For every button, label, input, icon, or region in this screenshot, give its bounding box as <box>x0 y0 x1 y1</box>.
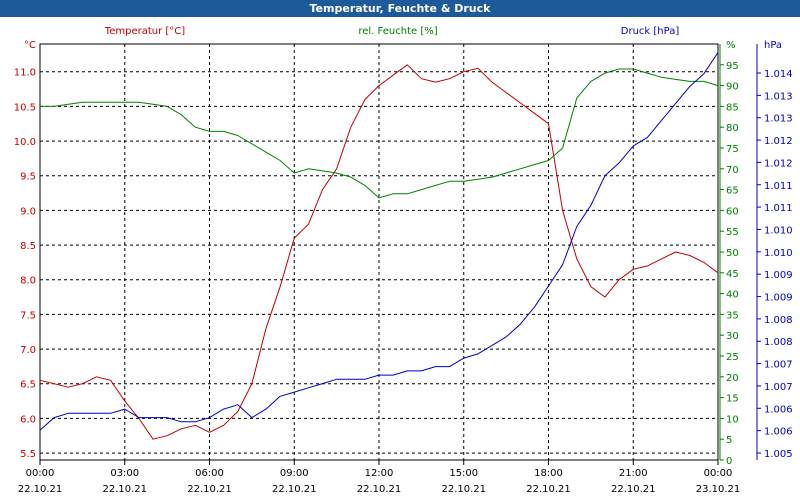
x-tick-time-label: 06:00 <box>195 468 224 479</box>
humidity-tick-label: 15 <box>726 394 739 405</box>
humidity-tick-label: 35 <box>726 310 739 321</box>
grid <box>40 44 718 460</box>
humidity-tick-label: 55 <box>726 227 739 238</box>
x-tick-time-label: 09:00 <box>280 468 309 479</box>
pressure-tick-label: 1.008 <box>764 315 793 326</box>
pressure-tick-label: 1.007 <box>764 382 793 393</box>
pressure-tick-label: 1.012 <box>764 136 793 147</box>
humidity-tick-label: 70 <box>726 165 739 176</box>
x-tick-date-label: 22.10.21 <box>102 484 147 495</box>
temperature-series-line <box>39 64 719 440</box>
temperature-tick-label: 9.5 <box>20 172 36 183</box>
humidity-tick-label: 45 <box>726 269 739 280</box>
pressure-tick-label: 1.014 <box>764 69 793 80</box>
x-tick-time-label: 03:00 <box>110 468 139 479</box>
x-tick-date-label: 23.10.21 <box>696 484 741 495</box>
temperature-tick-label: 6.5 <box>20 380 36 391</box>
humidity-tick-label: 65 <box>726 186 739 197</box>
axes: 00:00 22.10.21 03:00 22.10.21 06:00 22.10.21 0… <box>14 26 793 495</box>
humidity-tick-label: 95 <box>726 61 739 72</box>
temperature-unit-label: °C <box>24 40 36 51</box>
x-tick-date-label: 22.10.21 <box>187 484 232 495</box>
pressure-tick-label: 1.006 <box>764 404 793 415</box>
pressure-series-line <box>39 52 719 431</box>
pressure-tick-label: 1.005 <box>764 449 793 460</box>
pressure-tick-label: 1.013 <box>764 114 793 125</box>
humidity-series-label: rel. Feuchte [%] <box>358 26 437 37</box>
pressure-tick-label: 1.008 <box>764 337 793 348</box>
humidity-tick-label: 30 <box>726 331 739 342</box>
x-tick-date-label: 22.10.21 <box>526 484 571 495</box>
humidity-tick-label: 10 <box>726 414 739 425</box>
humidity-tick-label: 25 <box>726 352 739 363</box>
temperature-tick-label: 10.5 <box>14 102 36 113</box>
x-tick-date-label: 22.10.21 <box>272 484 317 495</box>
chart-title: Temperatur, Feuchte & Druck <box>0 0 800 17</box>
x-tick-time-label: 00:00 <box>704 468 733 479</box>
pressure-unit-label: hPa <box>764 40 782 51</box>
temperature-series-label: Temperatur [°C] <box>104 26 185 37</box>
humidity-tick-label: 80 <box>726 123 739 134</box>
pressure-tick-label: 1.009 <box>764 270 793 281</box>
x-tick-date-label: 22.10.21 <box>357 484 402 495</box>
temperature-tick-label: 11.0 <box>14 68 36 79</box>
pressure-tick-label: 1.011 <box>764 181 793 192</box>
pressure-tick-label: 1.012 <box>764 158 793 169</box>
humidity-tick-label: 40 <box>726 290 739 301</box>
pressure-tick-label: 1.010 <box>764 225 793 236</box>
temperature-tick-label: 7.5 <box>20 310 36 321</box>
x-tick-time-label: 00:00 <box>26 468 55 479</box>
x-tick-time-label: 15:00 <box>449 468 478 479</box>
series-layer <box>39 52 719 440</box>
humidity-unit-label: % <box>726 40 736 51</box>
temperature-tick-label: 8.0 <box>20 276 36 287</box>
x-tick-date-label: 22.10.21 <box>18 484 63 495</box>
pressure-tick-label: 1.006 <box>764 427 793 438</box>
temperature-tick-label: 9.0 <box>20 206 36 217</box>
temperature-tick-label: 6.0 <box>20 414 36 425</box>
temperature-tick-label: 5.5 <box>20 449 36 460</box>
pressure-series-label: Druck [hPa] <box>621 26 680 37</box>
x-tick-time-label: 18:00 <box>534 468 563 479</box>
humidity-tick-label: 85 <box>726 102 739 113</box>
humidity-tick-label: 20 <box>726 373 739 384</box>
temperature-tick-label: 8.5 <box>20 241 36 252</box>
pressure-tick-label: 1.007 <box>764 360 793 371</box>
x-tick-date-label: 22.10.21 <box>441 484 486 495</box>
pressure-tick-label: 1.009 <box>764 293 793 304</box>
pressure-tick-label: 1.013 <box>764 91 793 102</box>
humidity-tick-label: 50 <box>726 248 739 259</box>
humidity-tick-label: 75 <box>726 144 739 155</box>
humidity-series-line <box>40 68 719 199</box>
pressure-tick-label: 1.010 <box>764 248 793 259</box>
x-tick-time-label: 12:00 <box>365 468 394 479</box>
temperature-tick-label: 7.0 <box>20 345 36 356</box>
x-tick-date-label: 22.10.21 <box>611 484 656 495</box>
pressure-tick-label: 1.011 <box>764 203 793 214</box>
temperature-tick-label: 10.0 <box>14 137 36 148</box>
humidity-tick-label: 90 <box>726 82 739 93</box>
humidity-tick-label: 60 <box>726 206 739 217</box>
humidity-tick-label: 0 <box>726 456 732 467</box>
x-tick-time-label: 21:00 <box>619 468 648 479</box>
humidity-tick-label: 5 <box>726 435 732 446</box>
